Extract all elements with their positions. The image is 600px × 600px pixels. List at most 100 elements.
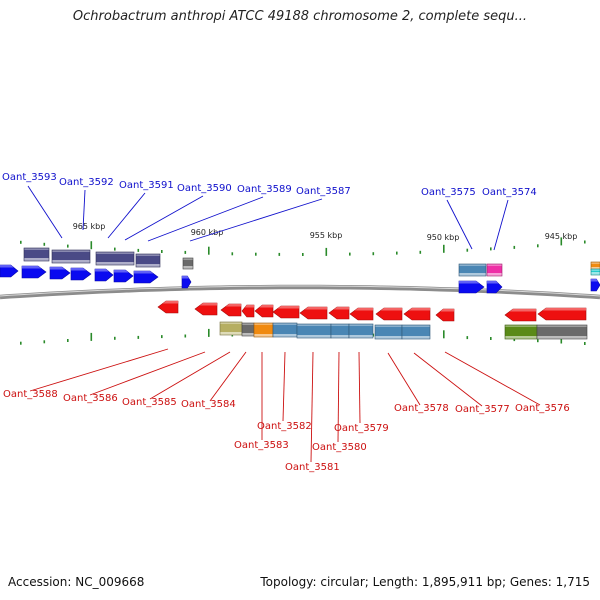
cog-block-top[interactable] xyxy=(23,247,50,262)
cog-block-top[interactable] xyxy=(458,263,487,277)
cog-block-bottom[interactable] xyxy=(374,324,403,340)
bottom-leader-line xyxy=(413,352,483,407)
bottom-gene-label[interactable]: Oant_3582 xyxy=(257,421,312,432)
cog-block-bottom[interactable] xyxy=(330,323,350,339)
bottom-gene-label[interactable]: Oant_3579 xyxy=(334,423,389,434)
reverse-gene-arrow[interactable] xyxy=(375,307,403,321)
reverse-gene-arrow[interactable] xyxy=(435,308,455,322)
bottom-leader-line xyxy=(387,352,421,406)
topology-text: Topology: circular; Length: 1,895,911 bp… xyxy=(260,575,590,589)
bottom-gene-label[interactable]: Oant_3588 xyxy=(3,389,58,400)
bottom-leader-line xyxy=(282,351,286,422)
bottom-scale-tick xyxy=(43,340,46,344)
top-gene-label[interactable]: Oant_3587 xyxy=(296,186,351,197)
top-gene-label[interactable]: Oant_3575 xyxy=(421,187,476,198)
top-gene-label[interactable]: Oant_3589 xyxy=(237,184,292,195)
bottom-gene-label[interactable]: Oant_3583 xyxy=(234,440,289,451)
forward-gene-arrow[interactable] xyxy=(113,269,134,283)
scale-label: 945 kbp xyxy=(545,232,578,241)
reverse-gene-arrow[interactable] xyxy=(157,300,179,314)
reverse-gene-arrow[interactable] xyxy=(504,308,537,322)
reverse-gene-arrow[interactable] xyxy=(272,305,300,319)
reverse-gene-arrow[interactable] xyxy=(537,307,587,321)
map-title: Ochrobactrum anthropi ATCC 49188 chromos… xyxy=(72,9,528,24)
cog-block-bottom[interactable] xyxy=(296,323,332,339)
cog-block-top[interactable] xyxy=(182,257,194,270)
bottom-gene-label[interactable]: Oant_3576 xyxy=(515,403,570,414)
reverse-gene-arrow[interactable] xyxy=(241,304,255,318)
bottom-gene-label[interactable]: Oant_3586 xyxy=(63,393,118,404)
top-leader-line xyxy=(189,198,323,242)
top-gene-label[interactable]: Oant_3592 xyxy=(59,177,114,188)
bottom-scale-tick xyxy=(184,334,187,338)
forward-gene-arrow[interactable] xyxy=(49,266,71,280)
cog-block-top[interactable] xyxy=(135,253,161,268)
reverse-gene-arrow[interactable] xyxy=(254,304,274,318)
cog-block-top[interactable] xyxy=(95,251,135,266)
bottom-scale-tick xyxy=(137,335,140,339)
top-leader-line xyxy=(27,185,63,239)
bottom-scale-tick xyxy=(114,336,116,340)
top-scale-tick xyxy=(208,246,210,255)
forward-gene-arrow[interactable] xyxy=(181,275,192,289)
bottom-leader-line xyxy=(209,351,247,402)
reverse-gene-arrow[interactable] xyxy=(220,303,242,317)
top-scale-tick xyxy=(349,252,351,256)
bottom-gene-label[interactable]: Oant_3577 xyxy=(455,404,510,415)
forward-gene-arrow[interactable] xyxy=(133,270,159,284)
top-leader-line xyxy=(124,195,204,241)
cog-block-bottom[interactable] xyxy=(272,322,298,338)
top-gene-label[interactable]: Oant_3574 xyxy=(482,187,537,198)
reverse-gene-arrow[interactable] xyxy=(194,302,218,316)
cog-block-bottom[interactable] xyxy=(241,322,255,337)
top-scale-tick xyxy=(466,248,469,252)
forward-gene-arrow[interactable] xyxy=(94,268,114,282)
top-scale-tick xyxy=(584,240,586,244)
bottom-leader-line xyxy=(89,351,206,396)
top-scale-tick xyxy=(325,247,328,256)
bottom-leader-line xyxy=(337,351,340,443)
cog-block-bottom[interactable] xyxy=(504,324,538,340)
bottom-gene-label[interactable]: Oant_3585 xyxy=(122,397,177,408)
forward-gene-arrow[interactable] xyxy=(0,264,19,278)
top-scale-tick xyxy=(255,252,257,256)
bottom-gene-label[interactable]: Oant_3578 xyxy=(394,403,449,414)
bottom-leader-line xyxy=(358,351,361,424)
forward-gene-arrow[interactable] xyxy=(458,280,485,294)
scale-label: 955 kbp xyxy=(310,231,343,240)
top-scale-tick xyxy=(231,252,234,256)
top-scale-tick xyxy=(513,245,516,249)
top-scale-tick xyxy=(443,244,445,253)
bottom-gene-label[interactable]: Oant_3584 xyxy=(181,399,236,410)
cog-block-top[interactable] xyxy=(590,268,600,276)
cog-block-top[interactable] xyxy=(51,249,91,264)
bottom-gene-label[interactable]: Oant_3580 xyxy=(312,442,367,453)
top-gene-label[interactable]: Oant_3590 xyxy=(177,183,232,194)
reverse-gene-arrow[interactable] xyxy=(299,306,328,320)
cog-block-bottom[interactable] xyxy=(348,323,374,339)
cog-block-top[interactable] xyxy=(486,263,503,277)
cog-block-bottom[interactable] xyxy=(253,322,274,338)
bottom-scale-tick xyxy=(560,335,563,344)
forward-gene-arrow[interactable] xyxy=(21,265,47,279)
bottom-scale-tick xyxy=(537,339,539,343)
bottom-scale-tick xyxy=(584,342,586,345)
reverse-gene-arrow[interactable] xyxy=(349,307,374,321)
top-gene-label[interactable]: Oant_3591 xyxy=(119,180,174,191)
forward-gene-arrow[interactable] xyxy=(70,267,92,281)
forward-gene-arrow[interactable] xyxy=(486,280,503,294)
cog-block-bottom[interactable] xyxy=(401,324,431,340)
cog-block-bottom[interactable] xyxy=(219,321,243,336)
bottom-gene-label[interactable]: Oant_3581 xyxy=(285,462,340,473)
top-gene-label[interactable]: Oant_3593 xyxy=(2,172,57,183)
reverse-gene-arrow[interactable] xyxy=(403,307,431,321)
bottom-leader-line xyxy=(310,351,314,463)
cog-block-bottom[interactable] xyxy=(536,324,588,340)
forward-gene-arrow[interactable] xyxy=(590,278,600,292)
top-scale-tick xyxy=(278,252,281,256)
reverse-gene-arrow[interactable] xyxy=(328,306,350,320)
top-scale-tick xyxy=(396,251,398,255)
top-scale-tick xyxy=(90,241,93,250)
backbone-track xyxy=(0,284,600,300)
